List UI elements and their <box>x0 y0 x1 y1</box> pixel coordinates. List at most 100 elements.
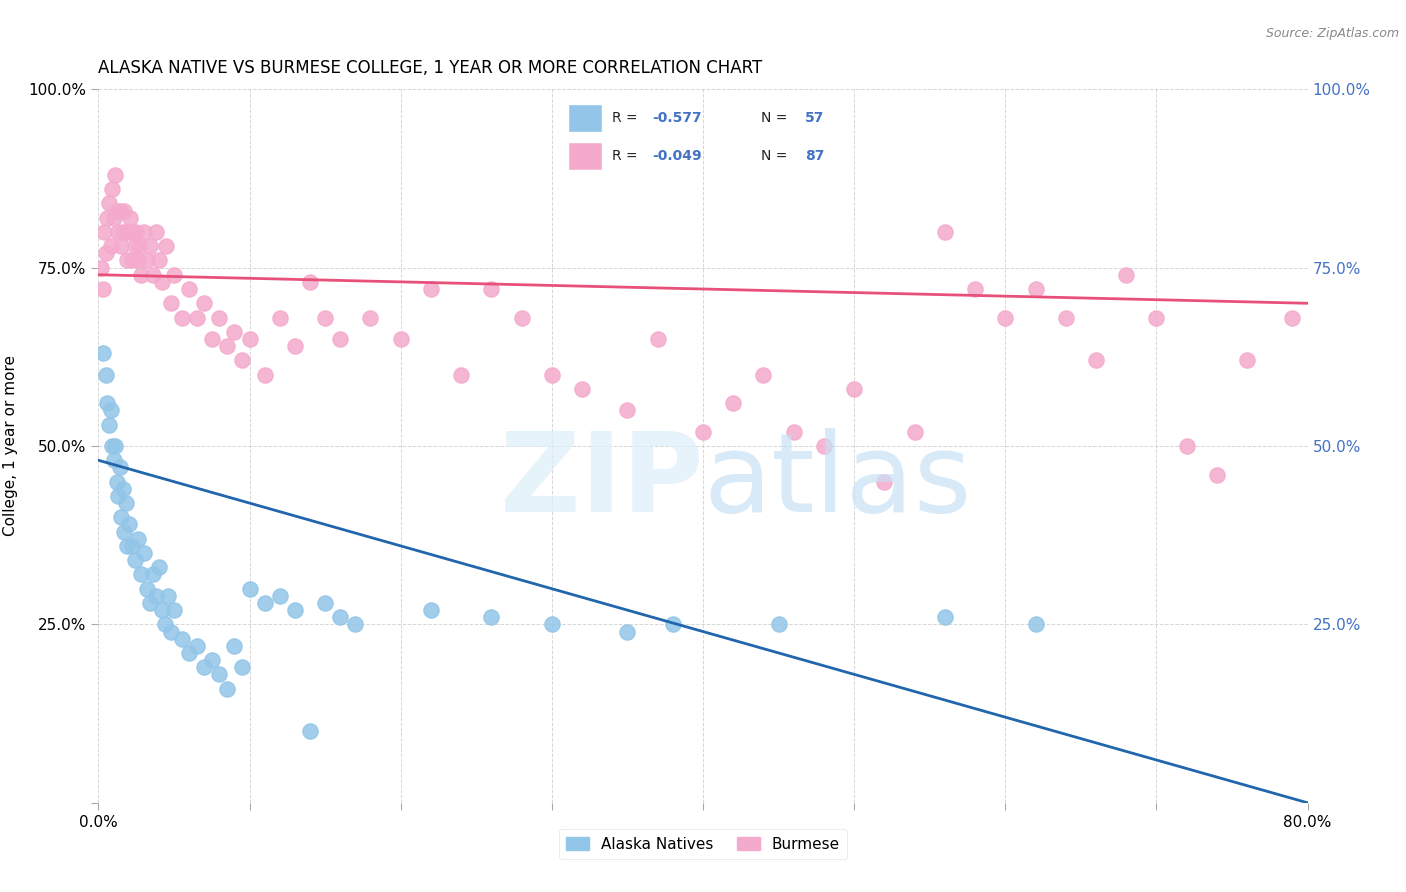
Point <box>299 275 322 289</box>
Point <box>215 681 238 696</box>
Point <box>125 225 148 239</box>
Point <box>105 203 128 218</box>
Point <box>360 310 382 325</box>
Point <box>540 368 562 382</box>
Point <box>122 225 145 239</box>
Point <box>107 225 129 239</box>
Point <box>132 225 155 239</box>
Point <box>201 332 224 346</box>
Point <box>752 368 775 382</box>
Point <box>994 310 1017 325</box>
Point <box>145 589 167 603</box>
Point <box>170 632 193 646</box>
Point <box>269 310 291 325</box>
Point <box>142 567 165 582</box>
Point <box>208 310 231 325</box>
Point <box>450 368 472 382</box>
Point <box>112 203 135 218</box>
Point <box>110 239 132 253</box>
Point <box>231 353 253 368</box>
Point <box>94 368 117 382</box>
Point <box>163 268 186 282</box>
Point <box>150 275 173 289</box>
Point <box>100 403 122 417</box>
Point <box>510 310 533 325</box>
Point <box>96 211 118 225</box>
Point <box>1175 439 1198 453</box>
Text: Source: ZipAtlas.com: Source: ZipAtlas.com <box>1265 27 1399 40</box>
Point <box>965 282 987 296</box>
Text: atlas: atlas <box>703 428 972 535</box>
Point <box>127 532 149 546</box>
Point <box>145 225 167 239</box>
Point <box>616 403 638 417</box>
Point <box>193 296 215 310</box>
Point <box>1236 353 1258 368</box>
Point <box>129 567 152 582</box>
Point <box>661 617 683 632</box>
Point <box>201 653 224 667</box>
Point <box>934 225 956 239</box>
Point <box>96 396 118 410</box>
Point <box>571 382 593 396</box>
Point <box>108 460 131 475</box>
Point <box>155 239 177 253</box>
Point <box>160 296 183 310</box>
Point <box>104 168 127 182</box>
Point <box>94 246 117 260</box>
Point <box>118 517 141 532</box>
Point <box>231 660 253 674</box>
Point <box>112 524 135 539</box>
Point <box>844 382 866 396</box>
Point <box>616 624 638 639</box>
Point <box>239 332 262 346</box>
Point <box>179 646 201 660</box>
Point <box>1115 268 1137 282</box>
Text: ALASKA NATIVE VS BURMESE COLLEGE, 1 YEAR OR MORE CORRELATION CHART: ALASKA NATIVE VS BURMESE COLLEGE, 1 YEAR… <box>98 59 762 77</box>
Point <box>186 639 208 653</box>
Point <box>163 603 186 617</box>
Point <box>156 589 179 603</box>
Point <box>1206 467 1229 482</box>
Point <box>344 617 367 632</box>
Point <box>115 253 138 268</box>
Point <box>153 617 176 632</box>
Point <box>114 225 136 239</box>
Text: ZIP: ZIP <box>499 428 703 535</box>
Y-axis label: College, 1 year or more: College, 1 year or more <box>3 356 17 536</box>
Point <box>105 475 128 489</box>
Point <box>215 339 238 353</box>
Point <box>150 603 173 617</box>
Point <box>873 475 896 489</box>
Point <box>142 268 165 282</box>
Point <box>768 617 790 632</box>
Point <box>179 282 201 296</box>
Point <box>135 253 157 268</box>
Point <box>420 282 443 296</box>
Point <box>224 639 246 653</box>
Point <box>139 596 162 610</box>
Point <box>148 253 170 268</box>
Point <box>193 660 215 674</box>
Point <box>186 310 208 325</box>
Point <box>111 225 134 239</box>
Point <box>114 496 136 510</box>
Point <box>269 589 291 603</box>
Point <box>104 439 127 453</box>
Point <box>208 667 231 681</box>
Point <box>723 396 745 410</box>
Point <box>481 282 503 296</box>
Point <box>100 239 122 253</box>
Point <box>132 546 155 560</box>
Point <box>110 510 132 524</box>
Point <box>101 182 124 196</box>
Point <box>120 211 142 225</box>
Point <box>121 253 143 268</box>
Point <box>107 489 129 503</box>
Point <box>129 268 152 282</box>
Point <box>91 282 114 296</box>
Point <box>160 624 183 639</box>
Point <box>91 346 114 360</box>
Point <box>284 603 307 617</box>
Point <box>1085 353 1108 368</box>
